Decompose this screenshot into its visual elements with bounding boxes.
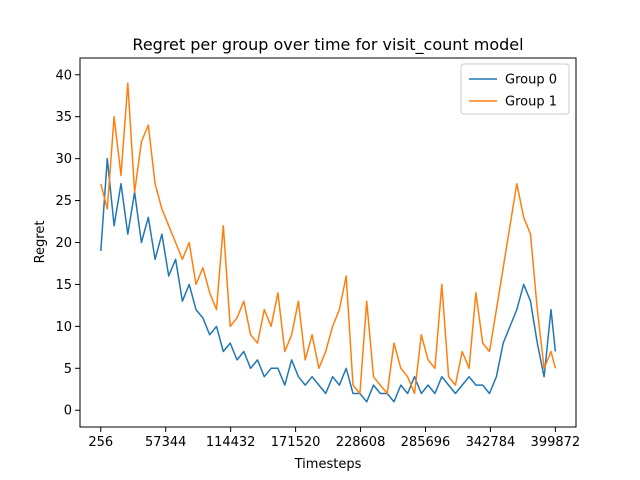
series-line-group-0 bbox=[100, 157, 557, 403]
x-tick-label: 342784 bbox=[466, 435, 516, 450]
legend: Group 0 Group 1 bbox=[460, 63, 570, 115]
y-axis-title: Regret bbox=[33, 221, 48, 264]
x-tick-label: 57344 bbox=[145, 435, 186, 450]
y-tick-label: 35 bbox=[55, 110, 72, 125]
y-tick-label: 10 bbox=[55, 320, 72, 335]
x-tick-label: 285696 bbox=[401, 435, 451, 450]
chart-title: Regret per group over time for visit_cou… bbox=[132, 35, 523, 55]
y-tick-label: 15 bbox=[55, 278, 72, 293]
legend-label-group-1: Group 1 bbox=[505, 95, 557, 110]
axes: 256 57344 114432 171520 228608 285696 342784 39… bbox=[55, 57, 581, 450]
plot-area bbox=[100, 82, 557, 403]
y-tick-label: 40 bbox=[55, 68, 72, 83]
y-tick-label: 20 bbox=[55, 236, 72, 251]
x-tick-label: 399872 bbox=[531, 435, 581, 450]
x-tick-label: 114432 bbox=[206, 435, 256, 450]
x-tick-label: 171520 bbox=[271, 435, 321, 450]
y-tick-label: 0 bbox=[64, 404, 72, 419]
series-line-group-1 bbox=[100, 82, 557, 395]
x-tick-label: 228608 bbox=[336, 435, 386, 450]
y-tick-label: 5 bbox=[64, 362, 72, 377]
x-axis-title: Timesteps bbox=[294, 457, 362, 472]
legend-label-group-0: Group 0 bbox=[505, 73, 557, 88]
y-tick-label: 25 bbox=[55, 194, 72, 209]
x-tick-label: 256 bbox=[88, 435, 113, 450]
y-tick-label: 30 bbox=[55, 152, 72, 167]
